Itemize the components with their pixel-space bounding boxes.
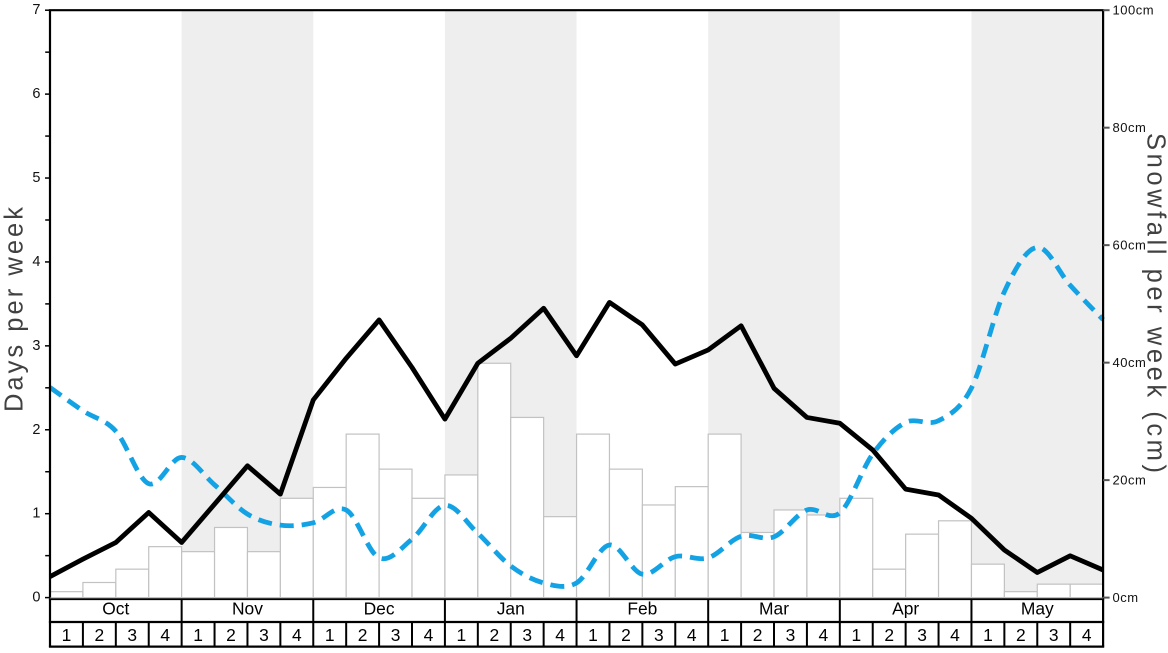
svg-text:2: 2 [884, 625, 894, 645]
svg-text:Dec: Dec [364, 599, 395, 619]
svg-text:4: 4 [687, 625, 697, 645]
svg-text:Mar: Mar [759, 599, 789, 619]
svg-text:1: 1 [720, 625, 730, 645]
svg-text:4: 4 [819, 625, 829, 645]
svg-text:1: 1 [325, 625, 335, 645]
svg-text:1: 1 [588, 625, 598, 645]
svg-text:2: 2 [358, 625, 368, 645]
svg-text:May: May [1021, 599, 1054, 619]
svg-text:4: 4 [555, 625, 565, 645]
svg-text:4: 4 [424, 625, 434, 645]
svg-text:Days per week: Days per week [1, 207, 29, 412]
svg-text:3: 3 [391, 625, 401, 645]
svg-text:3: 3 [786, 625, 796, 645]
svg-text:2: 2 [1016, 625, 1026, 645]
svg-text:4: 4 [1082, 625, 1092, 645]
svg-text:4: 4 [32, 254, 40, 270]
svg-text:3: 3 [127, 625, 137, 645]
svg-text:4: 4 [292, 625, 302, 645]
svg-text:Jan: Jan [497, 599, 525, 619]
svg-text:1: 1 [851, 625, 861, 645]
svg-text:3: 3 [1049, 625, 1059, 645]
svg-text:100cm: 100cm [1113, 3, 1155, 18]
svg-text:Apr: Apr [892, 599, 919, 619]
svg-text:2: 2 [95, 625, 105, 645]
svg-text:Oct: Oct [102, 599, 129, 619]
svg-text:6: 6 [32, 86, 40, 102]
svg-text:3: 3 [32, 338, 40, 354]
svg-text:0cm: 0cm [1113, 590, 1139, 605]
svg-text:80cm: 80cm [1113, 120, 1147, 135]
svg-text:3: 3 [654, 625, 664, 645]
svg-text:4: 4 [950, 625, 960, 645]
svg-text:0: 0 [32, 590, 40, 606]
svg-text:60cm: 60cm [1113, 238, 1147, 253]
svg-text:3: 3 [917, 625, 927, 645]
svg-text:2: 2 [32, 422, 40, 438]
svg-text:1: 1 [193, 625, 203, 645]
svg-text:1: 1 [457, 625, 467, 645]
svg-text:3: 3 [522, 625, 532, 645]
svg-text:4: 4 [160, 625, 170, 645]
svg-text:2: 2 [753, 625, 763, 645]
svg-text:2: 2 [489, 625, 499, 645]
svg-text:40cm: 40cm [1113, 355, 1147, 370]
svg-text:1: 1 [32, 506, 40, 522]
svg-text:1: 1 [62, 625, 72, 645]
svg-text:Nov: Nov [232, 599, 263, 619]
svg-text:3: 3 [259, 625, 269, 645]
svg-text:2: 2 [621, 625, 631, 645]
svg-text:7: 7 [32, 2, 40, 18]
svg-text:2: 2 [226, 625, 236, 645]
svg-text:Feb: Feb [627, 599, 657, 619]
svg-text:5: 5 [32, 170, 40, 186]
svg-text:1: 1 [983, 625, 993, 645]
svg-text:20cm: 20cm [1113, 473, 1147, 488]
